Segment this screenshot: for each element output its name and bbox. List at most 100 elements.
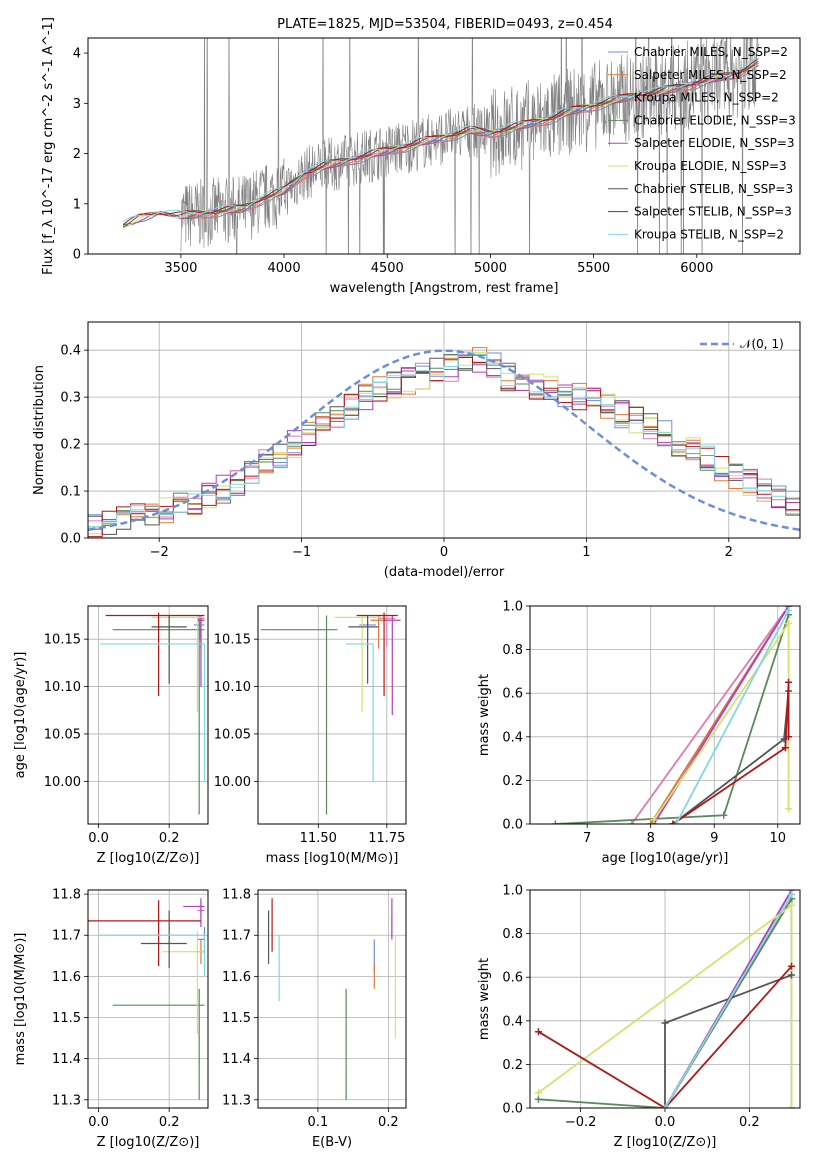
weight-line-salpeter_stelib (537, 965, 793, 1108)
axes-frame (529, 605, 801, 825)
y-tick-label: 11.6 (52, 970, 81, 985)
weight-line-kroupa_miles (630, 606, 790, 824)
model-line-kroupa_stelib (122, 57, 759, 223)
y-tick-label: 11.5 (222, 1011, 251, 1026)
y-tick-label: 11.7 (52, 929, 81, 944)
legend-entry: Salpeter STELIB, N_SSP=3 (634, 205, 792, 219)
y-tick-label: 11.7 (222, 929, 251, 944)
weight-marker-salpeter_stelib (785, 733, 793, 741)
y-tick-label: 10.05 (44, 727, 81, 742)
y-tick-label: 0.6 (502, 971, 523, 986)
y-tick-label: 10.15 (44, 633, 81, 648)
y-tick-label: 0.4 (60, 344, 81, 359)
x-axis-label: wavelength [Angstrom, rest frame] (330, 281, 559, 296)
weight-marker-chabrier_stelib (661, 1019, 669, 1027)
y-tick-label: 0.2 (60, 438, 81, 453)
x-tick-label: 1 (582, 545, 590, 560)
y-axis-label: mass weight (477, 958, 492, 1040)
y-tick-label: 3 (73, 97, 81, 112)
x-tick-label: −0.2 (565, 1115, 597, 1130)
x-tick-label: 4000 (268, 261, 301, 276)
weight-marker-chabrier_elodie (534, 1095, 542, 1103)
y-tick-label: 10.00 (214, 775, 251, 790)
x-axis-label: E(B-V) (312, 1135, 352, 1150)
x-tick-label: 11.50 (300, 831, 337, 846)
x-tick-label: 9 (710, 831, 718, 846)
x-axis-label: Z [log10(Z/Z⊙)] (97, 1135, 200, 1150)
y-tick-label: 1.0 (502, 600, 523, 615)
x-tick-label: 0.0 (655, 1115, 676, 1130)
x-tick-label: −2 (150, 545, 169, 560)
weight-marker-kroupa_miles (628, 820, 636, 824)
axes-frame (87, 37, 801, 255)
y-tick-label: 11.6 (222, 970, 251, 985)
errorbar-plot-area (88, 898, 206, 1100)
axes-frame (529, 889, 801, 1109)
x-tick-label: 0.2 (159, 1115, 180, 1130)
y-tick-label: 0.2 (502, 774, 523, 789)
errorbar-plot-area (267, 898, 397, 1100)
axes-frame (87, 889, 209, 1109)
model-line-kroupa_elodie (122, 63, 759, 229)
y-tick-label: 11.5 (52, 1011, 81, 1026)
y-tick-label: 1 (73, 197, 81, 212)
weight-marker-kroupa_elodie (785, 619, 793, 627)
y-tick-label: 0.0 (60, 532, 81, 547)
y-tick-label: 0.8 (502, 643, 523, 658)
y-tick-label: 0 (73, 248, 81, 263)
model-line-chabrier_stelib (122, 60, 759, 228)
x-tick-label: 4500 (371, 261, 404, 276)
y-tick-label: 11.4 (222, 1052, 251, 1067)
x-tick-label: 6000 (680, 261, 713, 276)
y-axis-label: mass [log10(M/M⊙)] (13, 933, 28, 1066)
panel-age-vs-mass: 11.50 11.75 10.00 10.05 10.10 10.15 mass [log1… (214, 605, 407, 866)
spectrum-plot-area (122, 38, 759, 254)
legend-entry: Kroupa MILES, N_SSP=2 (634, 91, 779, 105)
weight-marker-salpeter_stelib (669, 820, 677, 824)
y-tick-label: 11.8 (222, 888, 251, 903)
y-tick-label: 11.3 (52, 1093, 81, 1108)
legend-entry: 𝒩(0, 1) (740, 337, 784, 351)
x-axis-label: Z [log10(Z/Z⊙)] (97, 851, 200, 866)
legend-entry: Chabrier MILES, N_SSP=2 (634, 45, 788, 59)
legend-entry: Kroupa ELODIE, N_SSP=3 (634, 159, 787, 173)
legend-entry: Kroupa STELIB, N_SSP=2 (634, 227, 784, 241)
x-axis-label: mass [log10(M/M⊙)] (266, 851, 399, 866)
y-tick-label: 0.3 (60, 391, 81, 406)
x-tick-label: 0.0 (88, 1115, 109, 1130)
y-tick-label: 4 (73, 47, 81, 62)
x-tick-label: 10 (769, 831, 786, 846)
x-tick-label: 0 (440, 545, 448, 560)
x-tick-label: 5500 (577, 261, 610, 276)
y-tick-label: 11.3 (222, 1093, 251, 1108)
y-tick-label: 0.4 (502, 1014, 523, 1029)
y-tick-label: 11.8 (52, 888, 81, 903)
weight-marker-kroupa_stelib (661, 1104, 669, 1108)
y-tick-label: 11.4 (52, 1052, 81, 1067)
y-tick-label: 0.0 (502, 818, 523, 833)
panel-mass-vs-ebv: 0.1 0.2 11.3 11.4 11.5 11.6 11.7 11.8 E(B-V) (222, 888, 407, 1150)
weight-marker-salpeter_stelib (534, 1028, 542, 1036)
weight-line-salpeter_stelib (672, 682, 790, 824)
weight-marker-kroupa_elodie (650, 816, 658, 824)
y-tick-label: 1.0 (502, 884, 523, 899)
axes-frame (257, 605, 407, 825)
panel-spectrum: 3500 4000 4500 5000 5500 6000 0 1 2 3 4 wavelength … (41, 17, 801, 296)
legend-entry: Salpeter MILES, N_SSP=2 (634, 68, 787, 82)
legend-entry: Chabrier ELODIE, N_SSP=3 (634, 113, 796, 127)
observed-spectrum (180, 38, 759, 254)
x-tick-label: 0.1 (308, 1115, 329, 1130)
weight-marker-salpeter_stelib (788, 962, 796, 970)
y-axis-label: Normed distribution (32, 365, 47, 495)
weight-plot-area (534, 890, 796, 1108)
x-tick-label: 5000 (474, 261, 507, 276)
y-tick-label: 10.05 (214, 727, 251, 742)
histogram-chabrier_stelib (88, 354, 800, 535)
y-axis-label: mass weight (477, 674, 492, 756)
normal-distribution-curve (88, 349, 800, 532)
x-tick-label: 2 (725, 545, 733, 560)
x-tick-label: 0.0 (88, 831, 109, 846)
weight-line-kroupa_stelib (664, 893, 793, 1108)
histogram-kroupa_stelib (88, 351, 800, 528)
weight-marker-kroupa_stelib (785, 606, 793, 614)
